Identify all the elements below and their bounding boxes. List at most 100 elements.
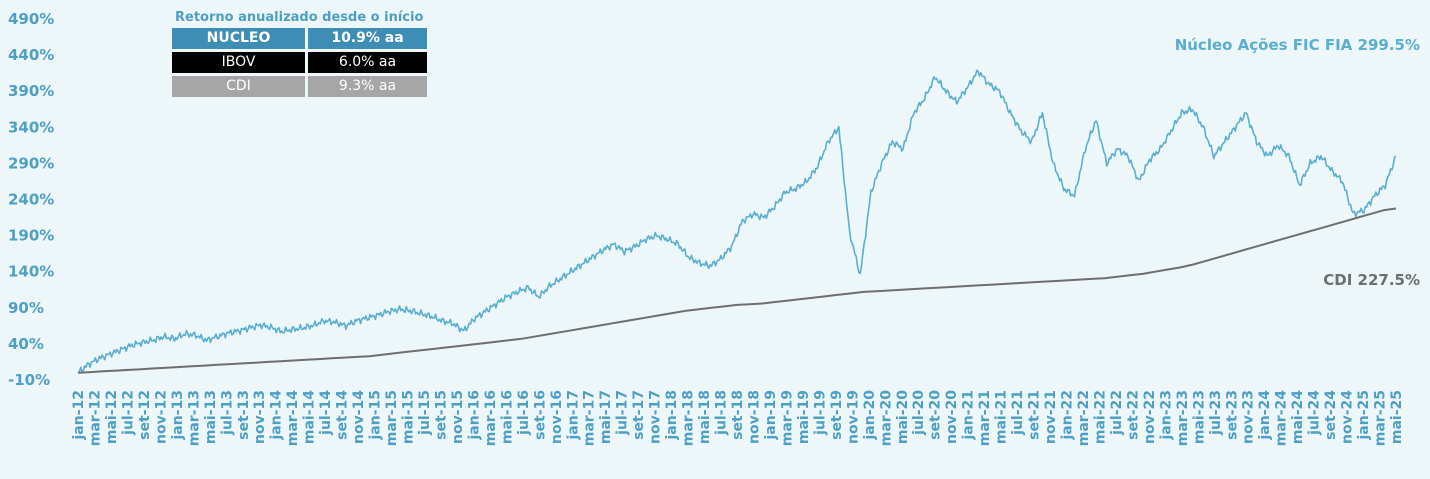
x-tick-label: set-22 (1125, 390, 1141, 440)
x-tick-label: nov-12 (153, 390, 169, 444)
x-tick-label: jul-12 (120, 390, 136, 436)
x-tick-label: jan-19 (763, 390, 779, 441)
x-tick-label: jul-19 (812, 390, 828, 436)
x-tick-label: jan-24 (1257, 390, 1273, 441)
x-tick-label: nov-16 (549, 390, 565, 444)
x-tick-label: nov-15 (450, 390, 466, 444)
x-tick-label: jan-25 (1356, 390, 1372, 441)
x-tick-label: nov-17 (648, 390, 664, 444)
returns-table-title: Retorno anualizado desde o início (175, 10, 424, 25)
y-tick-label: 190% (8, 227, 54, 245)
x-tick-label: jan-14 (269, 390, 285, 441)
x-tick-label: jul-20 (911, 390, 927, 436)
x-tick-label: nov-20 (944, 390, 960, 444)
x-tick-label: jul-22 (1109, 390, 1125, 436)
x-tick-label: mar-24 (1274, 390, 1290, 446)
x-tick-label: mai-16 (499, 390, 515, 444)
x-tick-label: set-17 (631, 390, 647, 440)
x-tick-label: mai-17 (598, 390, 614, 444)
returns-row-ibov: IBOV 6.0% aa (172, 52, 430, 73)
x-tick-label: mar-17 (582, 390, 598, 446)
x-tick-label: mai-25 (1389, 390, 1405, 444)
returns-row-nucleo: NUCLEO 10.9% aa (172, 28, 430, 49)
x-tick-label: mai-22 (1092, 390, 1108, 444)
x-tick-label: nov-13 (252, 390, 268, 444)
x-tick-label: nov-24 (1340, 390, 1356, 444)
x-tick-label: set-12 (137, 390, 153, 440)
x-tick-label: mar-15 (384, 390, 400, 446)
x-tick-label: set-20 (928, 390, 944, 440)
series-line-nucleo (77, 69, 1397, 374)
returns-row-value: 10.9% aa (308, 28, 427, 49)
returns-row-name: NUCLEO (172, 28, 305, 49)
x-tick-label: jan-15 (368, 390, 384, 441)
series-lines (77, 69, 1397, 374)
x-tick-label: jul-24 (1307, 390, 1323, 436)
x-tick-label: mar-13 (186, 390, 202, 446)
x-tick-label: mar-21 (977, 390, 993, 446)
x-tick-label: jul-16 (516, 390, 532, 436)
x-tick-label: set-21 (1027, 390, 1043, 440)
y-tick-label: 440% (8, 46, 54, 64)
x-tick-label: mai-24 (1290, 390, 1306, 444)
x-tick-label: jan-13 (170, 390, 186, 441)
y-tick-label: 40% (8, 335, 44, 353)
x-tick-label: jan-22 (1060, 390, 1076, 441)
x-tick-label: nov-19 (845, 390, 861, 444)
y-tick-label: 290% (8, 154, 54, 172)
y-tick-label: 340% (8, 118, 54, 136)
x-tick-label: jul-15 (417, 390, 433, 436)
y-axis-ticks: 490% 440% 390% 340% 290% 240% 190% 140% 90% 40% -1… (8, 10, 54, 389)
x-axis-ticks: jan-12 mar-12 mai-12 jul-12 set-12 nov-12 jan-… (71, 390, 1405, 446)
x-tick-label: nov-21 (1043, 390, 1059, 444)
x-tick-label: jan-17 (565, 390, 581, 441)
x-tick-label: mai-18 (697, 390, 713, 444)
x-tick-label: mai-23 (1191, 390, 1207, 444)
x-tick-label: jan-12 (71, 390, 87, 441)
series-end-label-nucleo: Núcleo Ações FIC FIA 299.5% (1175, 36, 1420, 54)
x-tick-label: mai-21 (994, 390, 1010, 444)
y-tick-label: 240% (8, 191, 54, 209)
x-tick-label: mar-25 (1373, 390, 1389, 446)
x-tick-label: jan-16 (466, 390, 482, 441)
x-tick-label: mai-20 (895, 390, 911, 444)
x-tick-label: mar-20 (878, 390, 894, 446)
returns-row-name: IBOV (172, 52, 305, 73)
y-tick-label: 490% (8, 10, 54, 28)
x-tick-label: mai-14 (302, 390, 318, 444)
x-tick-label: mar-19 (779, 390, 795, 446)
returns-row-value: 6.0% aa (308, 52, 427, 73)
returns-table: Retorno anualizado desde o início NUCLEO… (172, 10, 430, 97)
series-end-label-cdi: CDI 227.5% (1323, 271, 1420, 289)
x-tick-label: set-14 (335, 390, 351, 440)
x-tick-label: nov-23 (1241, 390, 1257, 444)
x-tick-label: set-24 (1323, 390, 1339, 440)
x-tick-label: set-19 (829, 390, 845, 440)
x-tick-label: set-13 (236, 390, 252, 440)
x-tick-label: mar-16 (483, 390, 499, 446)
x-tick-label: mai-13 (203, 390, 219, 444)
x-tick-label: set-18 (730, 390, 746, 440)
returns-row-cdi: CDI 9.3% aa (172, 76, 430, 97)
x-tick-label: jan-23 (1158, 390, 1174, 441)
series-line-cdi (77, 207, 1397, 374)
returns-row-name: CDI (172, 76, 305, 97)
x-tick-label: set-23 (1224, 390, 1240, 440)
x-tick-label: nov-22 (1142, 390, 1158, 444)
x-tick-label: mar-23 (1175, 390, 1191, 446)
x-tick-label: mar-12 (87, 390, 103, 446)
x-tick-label: set-16 (532, 390, 548, 440)
x-tick-label: mar-14 (285, 390, 301, 446)
x-tick-label: mar-22 (1076, 390, 1092, 446)
x-tick-label: jan-18 (664, 390, 680, 441)
x-tick-label: mai-19 (796, 390, 812, 444)
y-tick-label: -10% (8, 371, 50, 389)
x-tick-label: nov-14 (351, 390, 367, 444)
x-tick-label: jul-17 (615, 390, 631, 436)
x-tick-label: jan-20 (862, 390, 878, 441)
y-tick-label: 90% (8, 299, 44, 317)
x-tick-label: mai-15 (401, 390, 417, 444)
x-tick-label: jul-13 (219, 390, 235, 436)
x-tick-label: jul-14 (318, 390, 334, 436)
